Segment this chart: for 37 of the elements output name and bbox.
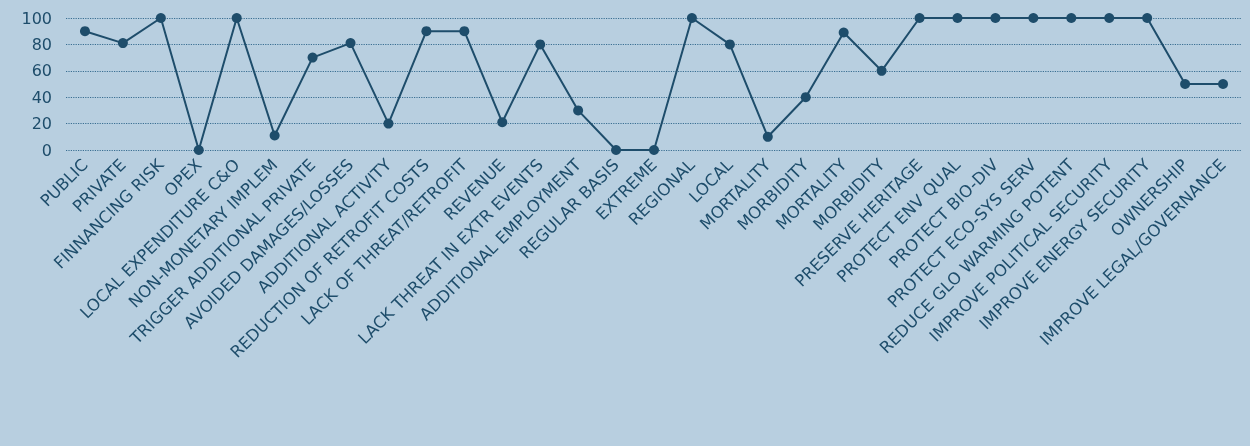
point [838,27,849,38]
point [269,130,280,141]
point [497,117,508,128]
point [1218,79,1229,89]
point [573,105,584,116]
point [231,13,242,23]
point [686,13,697,23]
point [535,39,546,50]
y-tick-label: 20 [31,114,52,134]
point [345,38,356,49]
point [1028,13,1039,23]
point [649,145,659,155]
y-tick-label: 40 [31,87,52,107]
point [990,13,1001,23]
point [155,13,166,23]
y-tick-label: 0 [41,140,52,160]
point [1142,13,1153,23]
point [914,13,925,23]
point [724,39,735,50]
y-tick-label: 60 [31,61,52,81]
point [611,145,622,155]
y-tick-label: 80 [31,34,52,54]
point [876,65,887,76]
point [117,38,128,49]
point [383,118,394,129]
point [952,13,963,23]
point [1066,13,1077,23]
point [762,131,773,142]
point [459,26,470,37]
point [193,145,204,155]
point [1180,79,1191,89]
y-tick-label: 100 [21,8,52,28]
point [421,26,432,37]
point [800,92,811,103]
point [307,52,318,63]
point [79,26,90,37]
point [1104,13,1115,23]
